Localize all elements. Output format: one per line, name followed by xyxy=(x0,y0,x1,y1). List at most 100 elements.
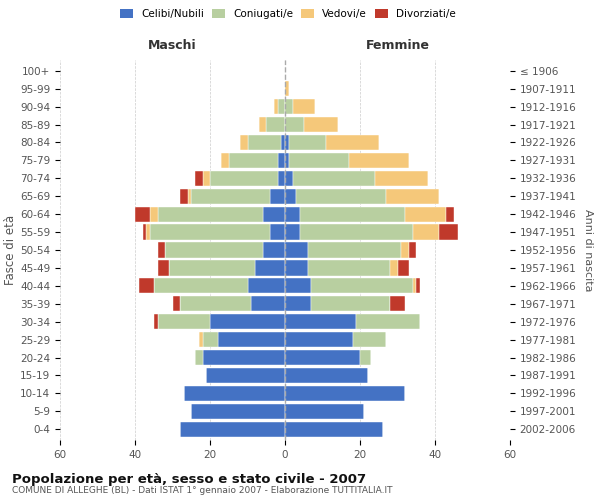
Bar xyxy=(180,188,187,204)
Legend: Celibi/Nubili, Coniugati/e, Vedovi/e, Divorziati/e: Celibi/Nubili, Coniugati/e, Vedovi/e, Di… xyxy=(116,5,460,24)
Bar xyxy=(308,242,401,258)
Bar xyxy=(195,350,203,365)
Bar xyxy=(289,153,349,168)
Bar xyxy=(277,99,285,114)
Bar xyxy=(285,296,311,312)
Text: COMUNE DI ALLEGHE (BL) - Dati ISTAT 1° gennaio 2007 - Elaborazione TUTTITALIA.IT: COMUNE DI ALLEGHE (BL) - Dati ISTAT 1° g… xyxy=(12,486,392,495)
Bar xyxy=(154,278,248,293)
Bar xyxy=(304,117,337,132)
Bar xyxy=(143,224,146,240)
Bar xyxy=(285,386,405,401)
Bar xyxy=(195,170,203,186)
Bar xyxy=(311,296,390,312)
Bar xyxy=(157,314,210,330)
Bar xyxy=(259,117,266,132)
Bar xyxy=(439,224,458,240)
Text: Femmine: Femmine xyxy=(365,40,430,52)
Bar xyxy=(285,422,383,437)
Bar xyxy=(206,368,285,383)
Bar xyxy=(446,206,454,222)
Bar xyxy=(293,99,315,114)
Bar xyxy=(210,170,277,186)
Text: Popolazione per età, sesso e stato civile - 2007: Popolazione per età, sesso e stato civil… xyxy=(12,472,366,486)
Bar xyxy=(285,260,308,276)
Bar xyxy=(157,260,169,276)
Bar xyxy=(221,153,229,168)
Bar xyxy=(409,242,416,258)
Bar xyxy=(289,135,326,150)
Bar xyxy=(308,260,390,276)
Bar xyxy=(416,278,420,293)
Bar xyxy=(405,206,446,222)
Bar xyxy=(349,153,409,168)
Bar xyxy=(285,170,293,186)
Y-axis label: Anni di nascita: Anni di nascita xyxy=(583,209,593,291)
Bar xyxy=(154,314,157,330)
Bar xyxy=(401,242,409,258)
Bar xyxy=(285,314,356,330)
Y-axis label: Fasce di età: Fasce di età xyxy=(4,215,17,285)
Bar xyxy=(240,135,248,150)
Bar xyxy=(199,332,203,347)
Bar xyxy=(135,206,150,222)
Bar xyxy=(293,170,375,186)
Bar xyxy=(285,117,304,132)
Bar xyxy=(356,314,420,330)
Bar xyxy=(326,135,379,150)
Bar xyxy=(180,296,251,312)
Bar xyxy=(274,99,277,114)
Text: Maschi: Maschi xyxy=(148,40,197,52)
Bar xyxy=(360,350,371,365)
Bar xyxy=(150,206,157,222)
Bar xyxy=(169,260,255,276)
Bar xyxy=(285,153,289,168)
Bar xyxy=(157,206,263,222)
Bar xyxy=(180,422,285,437)
Bar xyxy=(157,242,165,258)
Bar xyxy=(390,296,405,312)
Bar xyxy=(285,206,300,222)
Bar xyxy=(285,81,289,96)
Bar xyxy=(281,135,285,150)
Bar xyxy=(285,242,308,258)
Bar xyxy=(413,224,439,240)
Bar xyxy=(203,332,218,347)
Bar xyxy=(375,170,427,186)
Bar xyxy=(390,260,398,276)
Bar xyxy=(386,188,439,204)
Bar xyxy=(248,278,285,293)
Bar xyxy=(311,278,413,293)
Bar xyxy=(270,224,285,240)
Bar xyxy=(285,368,367,383)
Bar xyxy=(413,278,416,293)
Bar xyxy=(251,296,285,312)
Bar xyxy=(191,404,285,419)
Bar xyxy=(165,242,263,258)
Bar xyxy=(210,314,285,330)
Bar xyxy=(263,206,285,222)
Bar xyxy=(353,332,386,347)
Bar xyxy=(285,135,289,150)
Bar xyxy=(277,153,285,168)
Bar xyxy=(285,99,293,114)
Bar xyxy=(285,332,353,347)
Bar xyxy=(203,170,210,186)
Bar xyxy=(285,404,364,419)
Bar xyxy=(184,386,285,401)
Bar xyxy=(285,278,311,293)
Bar xyxy=(139,278,154,293)
Bar xyxy=(229,153,277,168)
Bar xyxy=(285,188,296,204)
Bar xyxy=(300,206,405,222)
Bar xyxy=(203,350,285,365)
Bar xyxy=(218,332,285,347)
Bar xyxy=(398,260,409,276)
Bar xyxy=(173,296,180,312)
Bar xyxy=(255,260,285,276)
Bar xyxy=(191,188,270,204)
Bar xyxy=(248,135,281,150)
Bar xyxy=(146,224,150,240)
Bar xyxy=(277,170,285,186)
Bar xyxy=(150,224,270,240)
Bar xyxy=(187,188,191,204)
